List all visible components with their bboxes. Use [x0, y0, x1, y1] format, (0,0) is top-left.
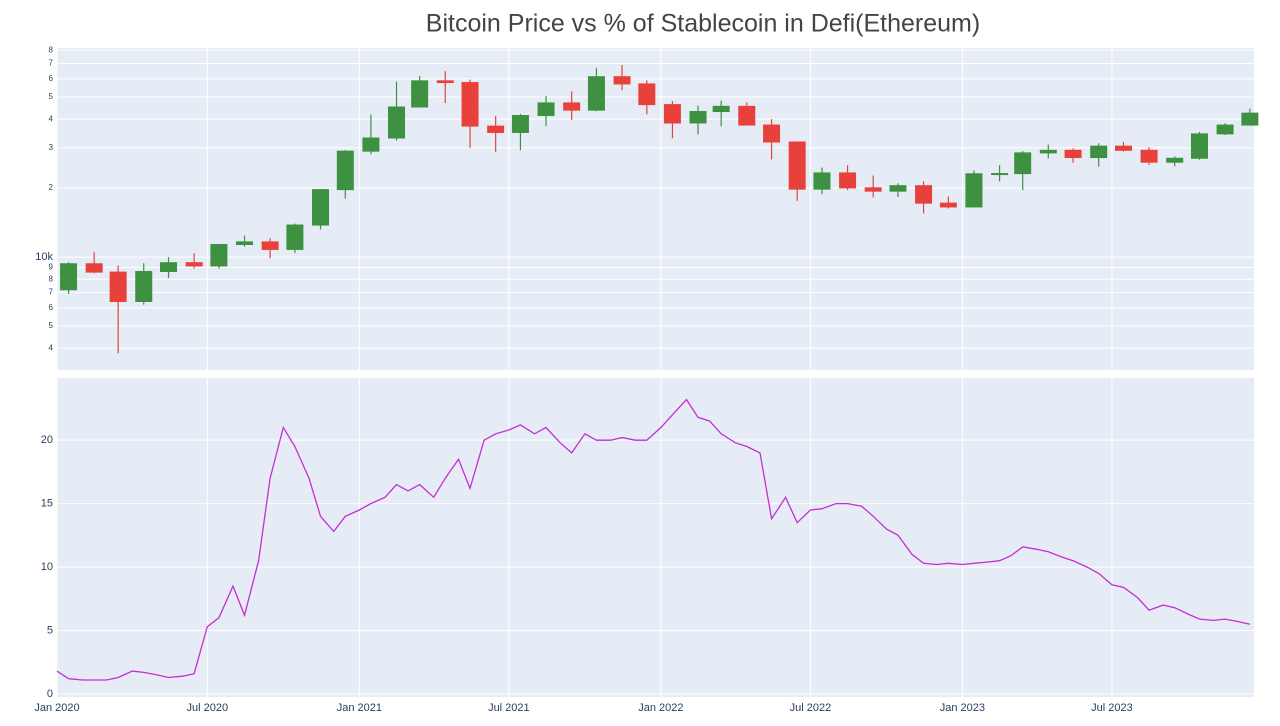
candle-body	[563, 102, 581, 111]
y-tick-label: 6	[49, 303, 54, 312]
candle-body	[587, 76, 605, 111]
y-tick-label: 0	[47, 688, 53, 700]
candle-body	[1166, 157, 1184, 163]
candle-body	[60, 263, 78, 291]
candle-body	[261, 241, 279, 250]
candle-body	[991, 173, 1009, 176]
candle-body	[915, 185, 933, 204]
y-tick-label: 2	[49, 183, 54, 192]
candle-body	[939, 202, 957, 208]
candle-body	[236, 241, 254, 245]
candle-body	[1190, 133, 1208, 159]
y-tick-label: 5	[47, 624, 53, 636]
y-tick-label: 8	[49, 45, 54, 54]
candle-body	[839, 172, 857, 189]
candle-body	[763, 124, 781, 143]
candle-body	[537, 102, 555, 117]
y-tick-label: 5	[49, 321, 54, 330]
y-tick-label: 4	[49, 343, 54, 352]
candle-body	[312, 189, 330, 226]
y-tick-label: 6	[49, 74, 54, 83]
x-tick-label: Jan 2021	[337, 702, 382, 714]
plot-area	[57, 378, 1254, 697]
candle-body	[1140, 149, 1158, 163]
candle-body	[864, 187, 882, 192]
y-tick-label: 9	[49, 263, 54, 272]
x-tick-label: Jul 2020	[187, 702, 229, 714]
candle-body	[210, 243, 228, 267]
x-tick-label: Jan 2023	[940, 702, 985, 714]
candle-body	[1064, 149, 1082, 159]
candle-body	[965, 173, 983, 208]
candle-body	[738, 105, 756, 126]
y-tick-label: 10k	[35, 251, 53, 263]
x-tick-label: Jan 2022	[638, 702, 683, 714]
candle-body	[788, 141, 806, 190]
x-tick-label: Jul 2021	[488, 702, 530, 714]
candle-body	[461, 82, 479, 127]
candle-body	[1039, 149, 1057, 154]
candle-body	[889, 185, 907, 192]
y-tick-label: 7	[49, 59, 54, 68]
x-tick-label: Jul 2023	[1091, 702, 1133, 714]
candle-body	[813, 172, 831, 190]
y-tick-label: 20	[41, 434, 53, 446]
candle-body	[1114, 145, 1132, 151]
line	[56, 398, 1251, 681]
candle-body	[663, 104, 681, 124]
y-tick-label: 8	[49, 274, 54, 283]
candle-body	[1014, 152, 1032, 175]
candle-body	[135, 271, 153, 302]
y-tick-label: 5	[49, 92, 54, 101]
candle-body	[1090, 145, 1108, 159]
x-tick-label: Jan 2020	[34, 702, 79, 714]
candle-body	[286, 224, 304, 250]
y-tick-label: 10	[41, 561, 53, 573]
candle-body	[362, 137, 380, 152]
candle-body	[638, 83, 656, 106]
y-tick-label: 15	[41, 498, 53, 510]
candle-body	[1216, 124, 1234, 135]
candle-body	[511, 115, 529, 133]
candle-body	[712, 105, 730, 113]
candle-body	[1241, 112, 1259, 126]
plot-area	[57, 48, 1254, 370]
candle-body	[411, 80, 429, 108]
candle-body	[436, 80, 454, 84]
candle-body	[160, 262, 178, 273]
candle-body	[85, 263, 103, 273]
candle-body	[185, 262, 203, 267]
y-tick-label: 7	[49, 288, 54, 297]
chart-title: Bitcoin Price vs % of Stablecoin in Defi…	[426, 10, 980, 38]
candle-body	[487, 125, 505, 133]
y-tick-label: 4	[49, 114, 54, 123]
candle-body	[613, 76, 631, 85]
y-tick-label: 3	[49, 143, 54, 152]
candle-body	[689, 111, 707, 124]
candle-body	[109, 271, 127, 302]
candle-body	[336, 150, 354, 191]
candle-body	[388, 106, 406, 139]
x-tick-label: Jul 2022	[790, 702, 832, 714]
